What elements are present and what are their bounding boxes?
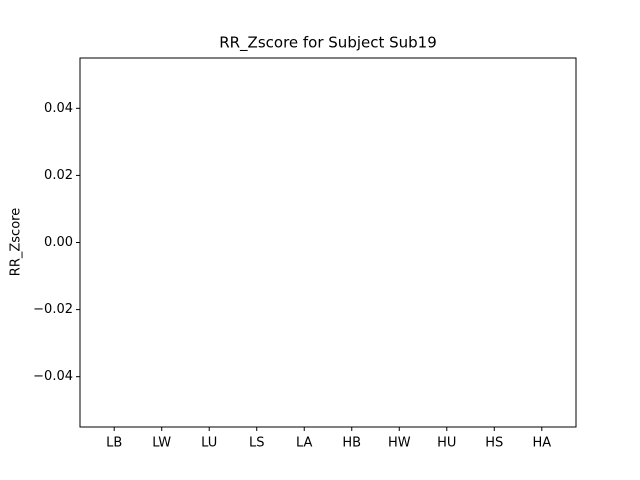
- y-tick-label: −0.02: [33, 302, 73, 317]
- chart-title: RR_Zscore for Subject Sub19: [219, 34, 437, 53]
- x-tick-label: HS: [485, 436, 503, 451]
- x-tick-label: LS: [249, 436, 265, 451]
- y-tick-label: −0.04: [33, 369, 73, 384]
- y-axis-label: RR_Zscore: [9, 208, 24, 276]
- x-tick-label: LA: [296, 436, 313, 451]
- x-tick-label: HB: [342, 436, 361, 451]
- x-tick-label: LB: [106, 436, 122, 451]
- x-tick-label: HA: [532, 436, 551, 451]
- y-tick-label: 0.00: [44, 235, 73, 250]
- y-tick-label: 0.02: [44, 168, 73, 183]
- x-tick-label: HU: [437, 436, 456, 451]
- plot-frame: [79, 57, 577, 428]
- y-tick-label: 0.04: [44, 101, 73, 116]
- x-tick-label: LW: [152, 436, 171, 451]
- x-tick-label: HW: [388, 436, 411, 451]
- x-tick-label: LU: [201, 436, 217, 451]
